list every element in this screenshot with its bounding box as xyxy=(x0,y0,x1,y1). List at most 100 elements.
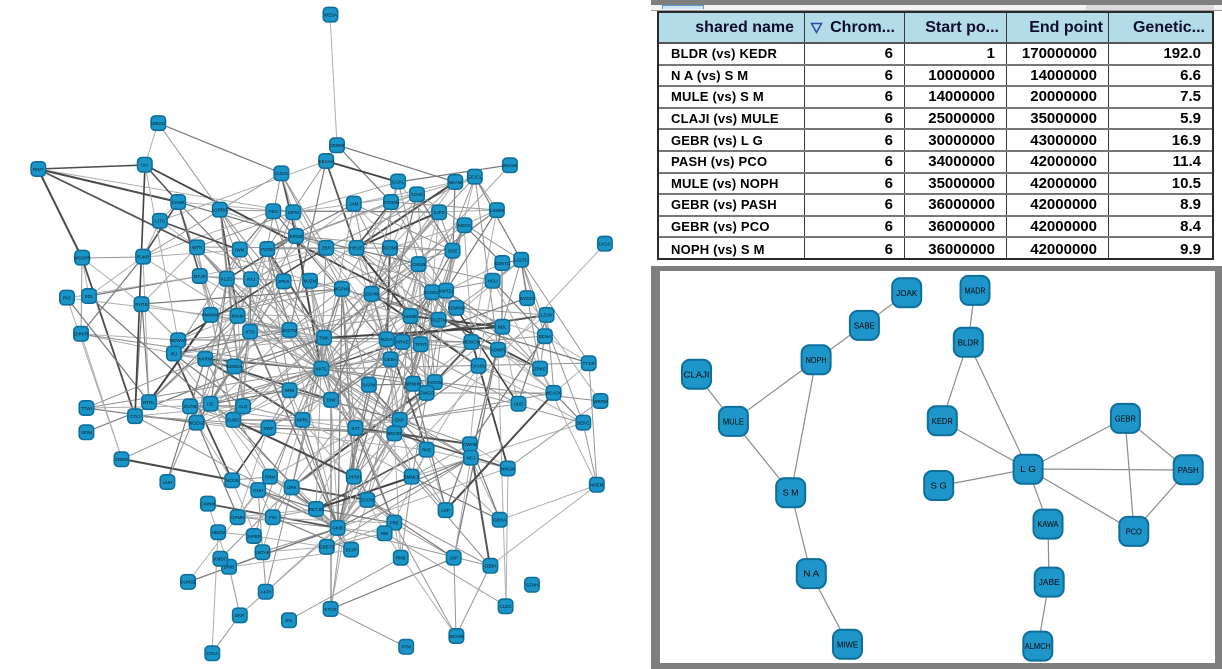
svg-text:TTWI: TTWI xyxy=(81,406,92,411)
svg-text:SGHM: SGHM xyxy=(365,292,379,297)
svg-text:KCOGW: KCOGW xyxy=(423,290,441,295)
svg-text:WEAOC: WEAOC xyxy=(545,391,563,396)
svg-text:NRB: NRB xyxy=(285,388,295,393)
svg-text:JPKS: JPKS xyxy=(278,279,289,284)
svg-text:LZUN: LZUN xyxy=(541,313,553,318)
svg-text:WZGIG: WZGIG xyxy=(519,296,535,301)
svg-text:WTN: WTN xyxy=(192,245,202,250)
svg-text:DCIR: DCIR xyxy=(346,547,358,552)
svg-text:OIRKR: OIRKR xyxy=(74,332,89,337)
svg-text:S M: S M xyxy=(783,488,799,498)
svg-text:EGWNU: EGWNU xyxy=(448,306,465,311)
svg-text:RHE: RHE xyxy=(422,447,432,452)
svg-text:JODTM: JODTM xyxy=(282,328,298,333)
svg-text:PRE: PRE xyxy=(390,520,399,525)
svg-text:SZWDA: SZWDA xyxy=(226,364,242,369)
svg-text:TWK: TWK xyxy=(319,335,329,340)
svg-text:LKP: LKP xyxy=(441,508,450,513)
svg-text:GGKL: GGKL xyxy=(392,179,405,184)
svg-text:TPDT: TPDT xyxy=(415,342,427,347)
svg-text:ZRKE: ZRKE xyxy=(534,366,546,371)
svg-text:KBOC: KBOC xyxy=(458,223,472,228)
svg-text:KAWA: KAWA xyxy=(1038,519,1059,529)
svg-text:GHH: GHH xyxy=(253,488,263,493)
svg-text:KKRW: KKRW xyxy=(198,357,212,362)
svg-text:IRJ: IRJ xyxy=(171,351,178,356)
svg-text:TTJIR: TTJIR xyxy=(583,361,596,366)
svg-text:AKPI: AKPI xyxy=(261,590,271,595)
svg-text:SEIM: SEIM xyxy=(81,430,92,435)
svg-text:S G: S G xyxy=(931,481,947,491)
svg-text:NDL: NDL xyxy=(498,325,507,330)
svg-text:RHTB: RHTB xyxy=(135,302,147,307)
svg-text:PGI: PGI xyxy=(269,515,277,520)
svg-text:ZBBH: ZBBH xyxy=(484,564,496,569)
svg-text:GEJCL: GEJCL xyxy=(468,174,483,179)
svg-text:DGOME: DGOME xyxy=(381,246,398,251)
svg-text:BEOID: BEOID xyxy=(387,431,402,436)
svg-text:NGEAZ: NGEAZ xyxy=(189,420,205,425)
svg-text:MADR: MADR xyxy=(965,285,986,295)
svg-text:LSWM: LSWM xyxy=(490,208,504,213)
svg-text:HEWCM: HEWCM xyxy=(463,340,481,345)
svg-text:CKMK: CKMK xyxy=(172,200,185,205)
svg-text:PBG: PBG xyxy=(269,209,279,214)
svg-text:MGPML: MGPML xyxy=(334,287,351,292)
svg-text:PASH: PASH xyxy=(1178,465,1199,475)
svg-text:RTJ: RTJ xyxy=(247,277,255,282)
svg-text:CWHB: CWHB xyxy=(463,442,477,447)
svg-text:ORK: ORK xyxy=(287,485,297,490)
svg-text:GPMK: GPMK xyxy=(231,515,244,520)
svg-text:JOP: JOP xyxy=(449,556,458,561)
svg-text:IMAM: IMAM xyxy=(232,314,244,319)
svg-text:HBZW: HBZW xyxy=(212,530,226,535)
svg-text:BENA: BENA xyxy=(539,334,551,339)
svg-text:LJTC: LJTC xyxy=(155,219,167,224)
svg-text:IZBGD: IZBGD xyxy=(151,121,166,126)
svg-text:RBI: RBI xyxy=(381,531,389,536)
svg-text:EDL: EDL xyxy=(85,294,94,299)
svg-text:CLAJI: CLAJI xyxy=(684,369,710,379)
svg-text:DIPM: DIPM xyxy=(288,210,300,215)
svg-text:PTM: PTM xyxy=(401,645,411,650)
svg-text:BLDR: BLDR xyxy=(958,337,979,347)
svg-text:UUD: UUD xyxy=(514,402,524,407)
svg-text:N A: N A xyxy=(803,569,819,579)
svg-text:IJC: IJC xyxy=(207,402,215,407)
svg-text:WRRM: WRRM xyxy=(593,399,608,404)
svg-text:HEUE: HEUE xyxy=(350,246,363,251)
svg-text:L G: L G xyxy=(1020,464,1036,474)
svg-text:UUH: UUH xyxy=(163,480,173,485)
svg-text:ALMCH: ALMCH xyxy=(1025,641,1051,651)
svg-text:CLDC: CLDC xyxy=(499,604,512,609)
svg-text:OUZTM: OUZTM xyxy=(431,318,447,323)
svg-text:RTRL: RTRL xyxy=(143,400,155,405)
svg-text:MIKLW: MIKLW xyxy=(500,466,515,471)
svg-text:WGSPR: WGSPR xyxy=(74,255,92,260)
svg-text:EKP: EKP xyxy=(395,418,404,423)
svg-text:CMUB: CMUB xyxy=(412,262,425,267)
svg-text:NOPH: NOPH xyxy=(806,355,827,365)
svg-text:SABE: SABE xyxy=(854,320,875,330)
svg-text:MZSA: MZSA xyxy=(324,12,337,17)
svg-text:ALO: ALO xyxy=(238,404,248,409)
svg-text:ZOMS: ZOMS xyxy=(115,457,128,462)
svg-text:LGCRJ: LGCRJ xyxy=(514,258,529,263)
svg-text:KMDC: KMDC xyxy=(214,557,228,562)
svg-text:PMNWC: PMNWC xyxy=(202,313,220,318)
svg-text:RINT: RINT xyxy=(33,167,44,172)
svg-text:AOOW: AOOW xyxy=(428,380,443,385)
svg-text:NKAM: NKAM xyxy=(449,180,462,185)
svg-text:GEBR: GEBR xyxy=(1115,413,1136,423)
svg-text:JAPBP: JAPBP xyxy=(247,534,261,539)
svg-text:EEAAH: EEAAH xyxy=(319,159,334,164)
svg-text:ZGCM: ZGCM xyxy=(361,498,374,503)
svg-text:UKME: UKME xyxy=(404,314,417,319)
svg-text:CKAOU: CKAOU xyxy=(470,364,486,369)
svg-text:GBHA: GBHA xyxy=(493,518,506,523)
svg-text:MIWE: MIWE xyxy=(837,639,858,649)
svg-text:GWGO: GWGO xyxy=(419,391,434,396)
svg-text:BMMLB: BMMLB xyxy=(404,474,420,479)
svg-text:IWM: IWM xyxy=(235,247,244,252)
svg-text:KRGB: KRGB xyxy=(290,234,303,239)
